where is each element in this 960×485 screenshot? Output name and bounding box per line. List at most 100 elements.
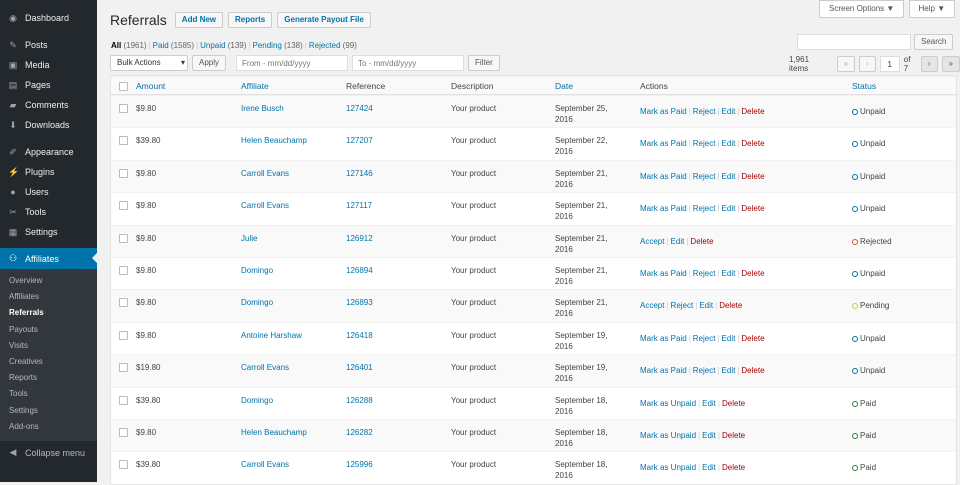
action-mark-as-paid-link[interactable]: Mark as Paid — [640, 107, 687, 116]
row-checkbox[interactable] — [119, 201, 128, 211]
search-input[interactable] — [797, 34, 911, 50]
action-edit-link[interactable]: Edit — [702, 398, 716, 408]
next-page-button[interactable]: › — [920, 56, 938, 72]
action-edit-link[interactable]: Edit — [702, 430, 716, 440]
filter-button[interactable]: Filter — [468, 55, 500, 71]
sidebar-item-appearance[interactable]: ✐ Appearance — [9, 146, 74, 158]
affiliate-link[interactable]: Domingo — [241, 395, 274, 405]
filter-unpaid[interactable]: Unpaid — [200, 41, 226, 50]
action-reject-link[interactable]: Reject — [692, 139, 716, 149]
reference-link[interactable]: 125996 — [346, 460, 373, 470]
affiliate-link[interactable]: Helen Beauchamp — [241, 427, 307, 437]
action-delete-link[interactable]: Delete — [741, 366, 765, 376]
from-date-input[interactable] — [236, 55, 349, 71]
affiliate-link[interactable]: Domingo — [241, 298, 274, 308]
sidebar-item-media[interactable]: ▣ Media — [8, 59, 50, 71]
action-accept-link[interactable]: Accept — [640, 301, 665, 311]
select-all-checkbox[interactable] — [119, 82, 128, 91]
submenu-item-payouts[interactable]: Payouts — [9, 324, 38, 334]
action-reject-link[interactable]: Reject — [692, 171, 716, 181]
filter-paid[interactable]: Paid — [152, 41, 169, 50]
sidebar-item-settings[interactable]: ▦ Settings — [8, 226, 58, 238]
row-checkbox[interactable] — [119, 136, 128, 146]
action-mark-as-paid-link[interactable]: Mark as Paid — [640, 139, 687, 149]
sidebar-item-tools[interactable]: ✂ Tools — [9, 206, 47, 218]
action-edit-link[interactable]: Edit — [702, 463, 716, 473]
filter-all[interactable]: All — [111, 41, 122, 50]
action-delete-link[interactable]: Delete — [721, 430, 746, 440]
action-edit-link[interactable]: Edit — [721, 204, 736, 214]
sidebar-item-comments[interactable]: ▰ Comments — [9, 99, 69, 111]
screen-options-button[interactable]: Screen Options ▼ — [819, 0, 905, 18]
sidebar-item-plugins[interactable]: ⚡ Plugins — [8, 166, 55, 178]
affiliate-link[interactable]: Antoine Harshaw — [241, 330, 302, 340]
sidebar-item-pages[interactable]: ▤ Pages — [8, 79, 51, 91]
reference-link[interactable]: 126401 — [346, 363, 373, 373]
filter-pending[interactable]: Pending — [252, 41, 282, 50]
column-amount[interactable]: Amount — [136, 81, 166, 91]
affiliate-link[interactable]: Carroll Evans — [241, 363, 290, 373]
action-edit-link[interactable]: Edit — [721, 366, 736, 376]
help-button[interactable]: Help ▼ — [908, 0, 956, 18]
sidebar-item-posts[interactable]: ✎ Posts — [9, 39, 48, 51]
action-mark-as-paid-link[interactable]: Mark as Paid — [640, 333, 687, 343]
reports-button[interactable]: Reports — [228, 12, 273, 28]
sidebar-item-downloads[interactable]: ⬇ Downloads — [9, 119, 70, 131]
row-checkbox[interactable] — [119, 460, 128, 470]
row-checkbox[interactable] — [119, 298, 128, 308]
submenu-item-referrals[interactable]: Referrals — [9, 308, 44, 318]
last-page-button[interactable]: » — [941, 56, 960, 72]
submenu-item-creatives[interactable]: Creatives — [9, 356, 43, 366]
affiliate-link[interactable]: Carroll Evans — [241, 168, 290, 178]
action-edit-link[interactable]: Edit — [721, 139, 736, 149]
action-reject-link[interactable]: Reject — [670, 301, 694, 311]
action-delete-link[interactable]: Delete — [721, 398, 746, 408]
action-mark-as-paid-link[interactable]: Mark as Paid — [640, 171, 687, 181]
prev-page-button[interactable]: ‹ — [859, 56, 876, 72]
row-checkbox[interactable] — [119, 330, 128, 340]
first-page-button[interactable]: « — [836, 56, 856, 72]
action-delete-link[interactable]: Delete — [741, 107, 765, 116]
action-reject-link[interactable]: Reject — [692, 333, 716, 343]
apply-button[interactable]: Apply — [192, 55, 227, 71]
reference-link[interactable]: 127207 — [346, 136, 373, 146]
collapse-menu-button[interactable]: ◀ Collapse menu — [9, 447, 86, 458]
submenu-item-reports[interactable]: Reports — [9, 373, 38, 383]
action-accept-link[interactable]: Accept — [640, 236, 665, 246]
action-reject-link[interactable]: Reject — [692, 107, 716, 116]
action-edit-link[interactable]: Edit — [721, 268, 736, 278]
action-reject-link[interactable]: Reject — [692, 366, 716, 376]
reference-link[interactable]: 126894 — [346, 265, 373, 275]
action-edit-link[interactable]: Edit — [721, 107, 736, 116]
submenu-item-settings[interactable]: Settings — [9, 405, 38, 415]
affiliate-link[interactable]: Helen Beauchamp — [241, 136, 307, 146]
action-mark-as-paid-link[interactable]: Mark as Paid — [640, 268, 687, 278]
reference-link[interactable]: 127117 — [346, 201, 373, 211]
column-status[interactable]: Status — [852, 81, 877, 91]
sidebar-item-affiliates[interactable]: ⚇ Affiliates — [0, 248, 97, 269]
affiliate-link[interactable]: Carroll Evans — [241, 460, 290, 470]
affiliate-link[interactable]: Domingo — [241, 265, 274, 275]
action-edit-link[interactable]: Edit — [699, 301, 714, 311]
action-mark-as-paid-link[interactable]: Mark as Paid — [640, 204, 687, 214]
row-checkbox[interactable] — [119, 168, 128, 178]
action-edit-link[interactable]: Edit — [721, 171, 736, 181]
reference-link[interactable]: 127424 — [346, 104, 373, 113]
reference-link[interactable]: 126912 — [346, 233, 373, 243]
search-button[interactable]: Search — [914, 34, 954, 50]
action-delete-link[interactable]: Delete — [721, 463, 746, 473]
reference-link[interactable]: 126893 — [346, 298, 373, 308]
action-delete-link[interactable]: Delete — [741, 333, 765, 343]
reference-link[interactable]: 126418 — [346, 330, 373, 340]
action-mark-as-unpaid-link[interactable]: Mark as Unpaid — [640, 430, 697, 440]
sidebar-item-users[interactable]: ● Users — [0, 182, 97, 202]
add-new-button[interactable]: Add New — [174, 12, 224, 28]
action-edit-link[interactable]: Edit — [721, 333, 736, 343]
action-delete-link[interactable]: Delete — [719, 301, 743, 311]
current-page-input[interactable] — [879, 56, 900, 72]
action-edit-link[interactable]: Edit — [670, 236, 685, 246]
row-checkbox[interactable] — [119, 427, 128, 437]
action-delete-link[interactable]: Delete — [741, 171, 765, 181]
sidebar-item-dashboard[interactable]: ◉ Dashboard — [9, 12, 70, 24]
action-delete-link[interactable]: Delete — [741, 268, 765, 278]
